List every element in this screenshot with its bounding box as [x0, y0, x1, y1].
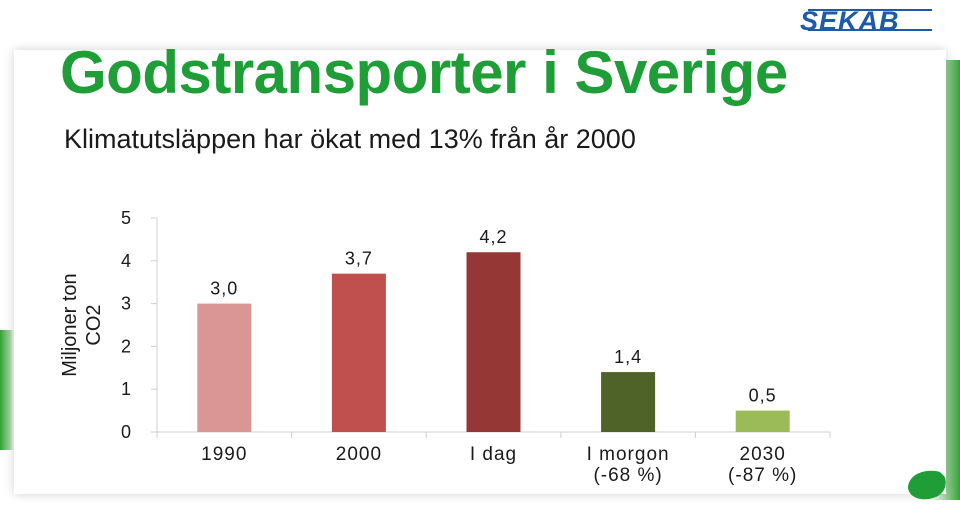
- logo-stripe: [808, 9, 932, 11]
- bar: [331, 273, 386, 432]
- sekab-logo: SEKAB: [800, 6, 932, 36]
- page-title: Godstransporter i Sverige: [60, 39, 788, 106]
- y-axis-label-line: Miljoner ton: [59, 273, 81, 376]
- category-label: (-68 %): [593, 465, 662, 486]
- bars: [197, 252, 790, 432]
- corner-leaf-icon: [908, 470, 947, 500]
- bar: [735, 410, 790, 432]
- y-tick-label: 4: [121, 251, 131, 271]
- category-label: 2030: [740, 444, 786, 465]
- y-tick-label: 2: [121, 336, 131, 356]
- category-label: I morgon: [587, 444, 670, 465]
- bar-value-label: 3,0: [210, 279, 238, 299]
- bar: [601, 372, 656, 432]
- category-label: 2000: [336, 444, 382, 465]
- y-tick-label: 5: [121, 208, 131, 228]
- y-tick-label: 1: [121, 379, 131, 399]
- y-ticks: 0 1 2 3 4 5: [121, 208, 157, 442]
- y-tick-label: 3: [121, 294, 131, 314]
- page-subtitle: Klimatutsläppen har ökat med 13% från år…: [64, 124, 636, 154]
- bar-value-label: 4,2: [479, 227, 507, 247]
- bar: [197, 303, 252, 432]
- y-axis-label: Miljoner ton CO2: [59, 273, 105, 376]
- x-ticks: [156, 432, 831, 438]
- bar-value-label: 1,4: [614, 347, 642, 367]
- value-labels: 3,0 3,7 4,2 1,4 0,5: [210, 227, 777, 406]
- bar-value-label: 0,5: [749, 386, 777, 406]
- bar-value-label: 3,7: [345, 249, 373, 269]
- logo-stripe: [808, 29, 932, 31]
- left-decor-strip: [0, 330, 14, 450]
- logo-text: SEKAB: [800, 6, 900, 36]
- category-label: I dag: [470, 444, 517, 465]
- category-label: 1990: [201, 444, 247, 465]
- category-label: (-87 %): [728, 465, 797, 486]
- bar: [466, 252, 521, 432]
- y-axis-label-line: CO2: [83, 304, 105, 345]
- y-tick-label: 0: [121, 422, 131, 442]
- category-labels: 1990 2000 I dag I morgon(-68 %) 2030(-87 %): [201, 444, 797, 486]
